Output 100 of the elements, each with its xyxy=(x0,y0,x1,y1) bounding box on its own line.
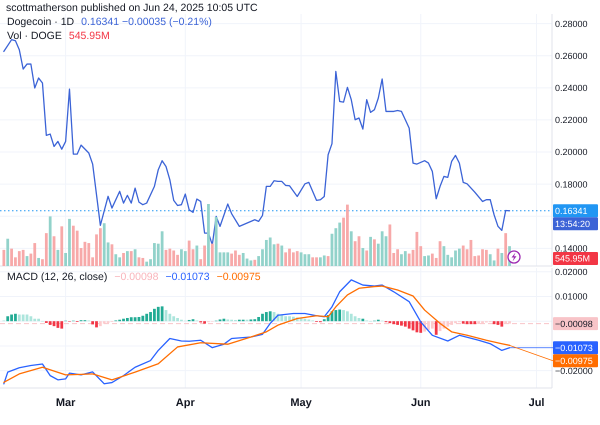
bar xyxy=(392,321,396,324)
bar xyxy=(496,321,500,325)
bar xyxy=(504,233,508,266)
bar xyxy=(153,243,156,266)
bar xyxy=(322,255,326,266)
bar xyxy=(408,254,411,266)
bar xyxy=(60,226,64,266)
y-tick-label: −0.02000 xyxy=(555,366,593,376)
bar xyxy=(222,252,226,266)
chart-title: Vol · DOGE xyxy=(7,30,62,42)
bar xyxy=(26,256,28,266)
bar xyxy=(484,250,488,266)
x-tick-label: Jul xyxy=(528,397,545,409)
bar xyxy=(114,254,118,266)
bar xyxy=(404,321,407,327)
bar xyxy=(319,257,322,266)
bar xyxy=(264,240,268,266)
bar xyxy=(365,250,368,266)
y-tick-label: 0.24000 xyxy=(555,83,588,94)
bar xyxy=(342,310,345,322)
bar xyxy=(284,316,288,322)
bar xyxy=(438,241,442,266)
bar xyxy=(373,239,376,266)
bar xyxy=(358,236,360,266)
bar xyxy=(126,318,129,322)
bar xyxy=(250,260,252,266)
bar xyxy=(44,233,48,266)
bar xyxy=(126,251,129,266)
bar xyxy=(338,222,342,266)
bar xyxy=(176,318,179,322)
bar xyxy=(37,258,40,266)
bar xyxy=(91,321,94,324)
data-label: −0.01073 xyxy=(555,342,593,353)
bar xyxy=(207,204,210,266)
bar xyxy=(48,321,52,325)
y-tick-label: 0.14000 xyxy=(555,244,588,254)
bar xyxy=(315,257,318,266)
annotation: −0.00975 xyxy=(216,271,261,283)
bar xyxy=(98,228,102,266)
bar xyxy=(37,318,40,322)
bar xyxy=(203,321,206,324)
bar xyxy=(60,321,64,329)
bar xyxy=(48,216,52,266)
bar xyxy=(458,248,461,266)
bar xyxy=(210,244,214,266)
bar xyxy=(261,314,264,322)
annotation: scottmatherson published on Jun 24, 2025 10:05 UTC xyxy=(6,2,258,14)
bar xyxy=(52,321,56,326)
bar xyxy=(18,251,21,266)
bar xyxy=(95,321,98,328)
chart-title: Dogecoin · 1D xyxy=(7,16,75,28)
bar xyxy=(130,251,133,266)
bar xyxy=(188,240,191,266)
y-tick-label: 0.18000 xyxy=(555,179,588,190)
bar xyxy=(473,321,476,324)
bar xyxy=(164,310,168,322)
bar xyxy=(180,249,183,266)
bar xyxy=(172,250,176,266)
data-label: −0.00975 xyxy=(555,356,593,366)
bar xyxy=(396,249,399,266)
bar xyxy=(29,316,32,322)
bar xyxy=(68,218,71,266)
bar xyxy=(160,306,164,322)
bar xyxy=(234,250,237,266)
bar xyxy=(153,308,156,322)
bar xyxy=(470,240,472,266)
x-tick-label: May xyxy=(290,397,313,409)
bar xyxy=(6,238,10,266)
bar xyxy=(102,223,106,266)
bar xyxy=(10,248,13,266)
bar xyxy=(145,262,148,266)
bar xyxy=(304,254,306,266)
bar xyxy=(242,252,245,266)
y-tick-label: 0.22000 xyxy=(555,115,588,126)
bar xyxy=(134,317,136,322)
text: 13:54:20 xyxy=(555,218,590,229)
y-tick-label: 0.20000 xyxy=(555,147,588,158)
annotation: −0.01073 xyxy=(165,271,210,283)
chart-subtitle: 545.95M xyxy=(68,30,110,42)
bar xyxy=(400,254,403,266)
bar xyxy=(326,256,330,266)
bar xyxy=(164,250,168,266)
bar xyxy=(195,246,198,266)
bar xyxy=(184,251,187,266)
bar xyxy=(488,254,492,266)
bar xyxy=(122,252,125,266)
bar xyxy=(442,246,446,266)
bar xyxy=(346,204,349,266)
bar xyxy=(138,257,140,266)
bar xyxy=(470,321,472,324)
bar xyxy=(134,249,136,266)
bar xyxy=(168,248,172,266)
annotation: −0.00098 xyxy=(114,271,159,283)
bar xyxy=(52,236,56,266)
bar xyxy=(423,256,426,266)
bar xyxy=(358,318,360,322)
bar xyxy=(26,314,28,322)
bar xyxy=(404,251,407,266)
bar xyxy=(430,254,434,266)
bar xyxy=(416,321,418,332)
